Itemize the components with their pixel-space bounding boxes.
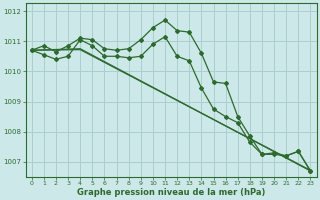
X-axis label: Graphe pression niveau de la mer (hPa): Graphe pression niveau de la mer (hPa)	[77, 188, 265, 197]
